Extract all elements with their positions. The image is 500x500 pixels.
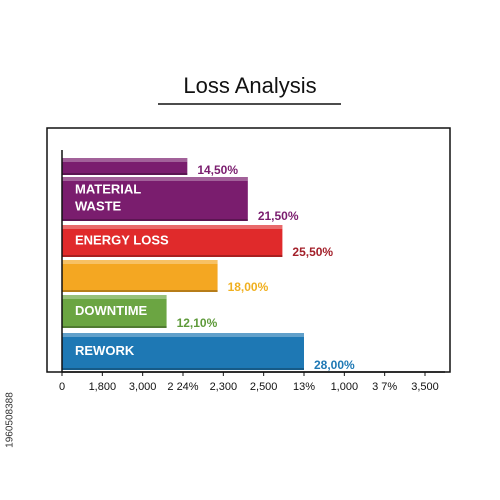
value-label: 18,00% — [228, 280, 269, 294]
bar-shade — [62, 173, 188, 175]
bar — [62, 225, 283, 257]
bar — [62, 177, 248, 221]
x-tick-label: 2,300 — [210, 381, 238, 393]
x-tick-label: 0 — [59, 381, 65, 393]
x-tick-label: 2 24% — [167, 381, 198, 393]
bar-highlight — [62, 333, 304, 337]
bar-shade — [62, 255, 283, 257]
bar-highlight — [62, 158, 188, 162]
bar — [62, 260, 218, 292]
watermark-id: 1960508388 — [5, 392, 16, 448]
x-tick-label: 2,500 — [250, 381, 278, 393]
value-label: 12,10% — [177, 316, 218, 330]
bar-label: REWORK — [75, 343, 135, 358]
bar-highlight — [62, 225, 283, 229]
bar-label: DOWNTIME — [75, 303, 148, 318]
x-tick-label: 1,000 — [331, 381, 359, 393]
bar-shade — [62, 290, 218, 292]
x-tick-label: 3 7% — [372, 381, 397, 393]
x-tick-label: 3,000 — [129, 381, 157, 393]
value-label: 14,50% — [197, 163, 238, 177]
bar-shade — [62, 368, 304, 370]
x-tick-label: 1,800 — [89, 381, 117, 393]
bar-label: MATERIAL WASTE — [75, 182, 145, 214]
value-label: 25,50% — [292, 245, 333, 259]
x-tick-label: 3,500 — [411, 381, 439, 393]
x-tick-label: 13% — [293, 381, 315, 393]
bar-highlight — [62, 295, 167, 299]
bar — [62, 295, 167, 328]
value-label: 21,50% — [258, 209, 299, 223]
bar-highlight — [62, 260, 218, 264]
bar-shade — [62, 219, 248, 221]
bar-label: ENERGY LOSS — [75, 232, 169, 247]
chart-title: Loss Analysis — [183, 73, 316, 98]
bar — [62, 333, 304, 370]
bar-shade — [62, 326, 167, 328]
bar — [62, 158, 188, 175]
value-label: 28,00% — [314, 358, 355, 372]
bar-highlight — [62, 177, 248, 181]
